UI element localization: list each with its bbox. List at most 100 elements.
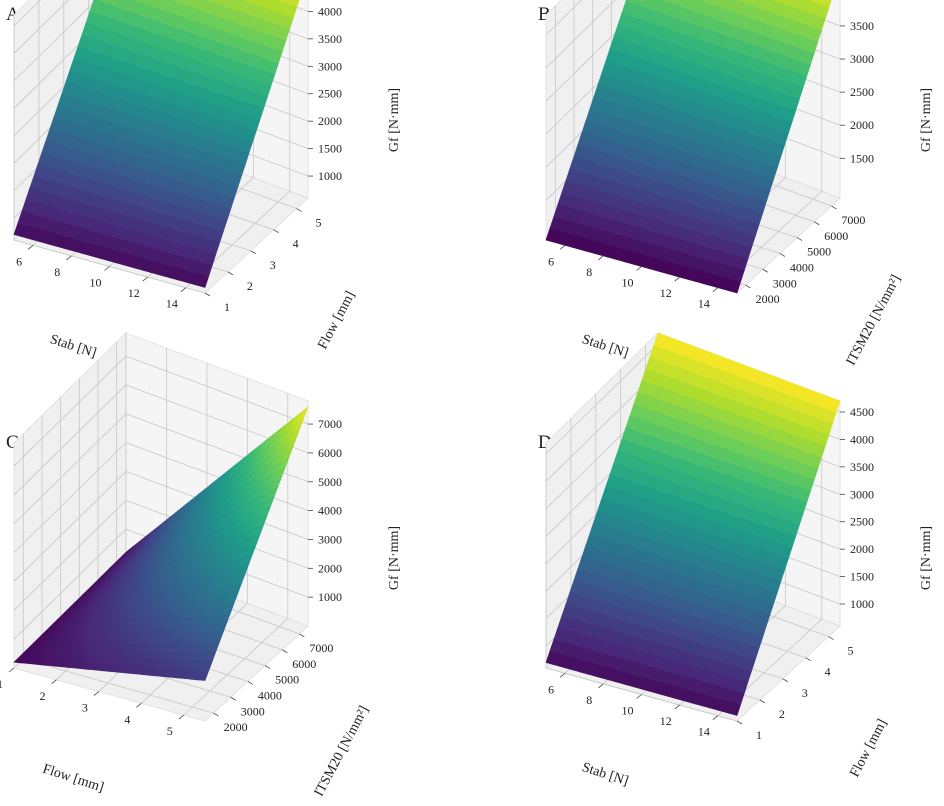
z-axis-label: Gf [N·mm]	[387, 88, 402, 152]
surface-cell	[638, 0, 649, 8]
surface-cell	[170, 0, 175, 2]
surface-cell	[742, 0, 752, 5]
surface-cell	[253, 0, 263, 7]
x-tick	[636, 266, 642, 271]
x-tick	[51, 679, 57, 685]
y-tick	[782, 678, 788, 683]
z-gridline	[545, 0, 616, 69]
y-axis-label: Flow [mm]	[315, 289, 358, 352]
y-axis-label: ITSM20 [N/mm²]	[312, 704, 372, 800]
surface-cell	[95, 0, 102, 2]
x-tick-label: 12	[660, 286, 672, 300]
x-tick-label: 12	[128, 286, 140, 300]
y-tick	[745, 284, 751, 289]
z-tick-label: 4000	[850, 432, 874, 446]
y-tick	[213, 712, 219, 717]
z-gridline	[13, 528, 127, 640]
y-tick-label: 6000	[292, 657, 316, 671]
z-tick-label: 1500	[850, 151, 874, 165]
z-tick-label: 2000	[318, 114, 342, 128]
surface-cell	[699, 0, 708, 3]
y-tick	[779, 253, 786, 257]
y-tick	[250, 250, 256, 255]
x-tick-label: 6	[548, 254, 554, 268]
surface-cell	[632, 0, 642, 6]
x-tick-label: 2	[39, 689, 45, 703]
z-tick-label: 7000	[318, 417, 342, 431]
z-gridline	[13, 413, 127, 525]
x-tick-label: 8	[54, 265, 60, 279]
surface-cell	[290, 0, 300, 8]
surface-cell	[193, 0, 205, 11]
x-tick	[27, 244, 34, 250]
surface-cell	[206, 0, 212, 2]
z-tick-label: 3500	[318, 32, 342, 46]
z-gridline	[125, 442, 309, 511]
z-tick-label: 5000	[318, 475, 342, 489]
surface-cell	[732, 0, 744, 15]
surface-cell	[137, 0, 146, 4]
surface-cell	[242, 0, 249, 2]
z-tick-label: 4500	[850, 405, 874, 419]
x-tick-label: 10	[622, 704, 634, 718]
z-tick-label: 3000	[318, 59, 342, 73]
y-tick-label: 6000	[824, 229, 848, 243]
x-tick	[636, 694, 642, 699]
surface-cell	[652, 0, 664, 13]
y-axis-label: ITSM20 [N/mm²]	[844, 273, 904, 369]
z-gridline	[13, 0, 69, 54]
z-gridline	[545, 0, 583, 36]
surface-cell	[625, 0, 634, 4]
y-tick-label: 2	[247, 279, 253, 293]
surface-cell	[688, 0, 700, 13]
surface-cell	[180, 0, 190, 7]
x-tick	[712, 287, 719, 293]
y-tick-label: 5	[316, 216, 322, 230]
y-tick	[828, 636, 834, 640]
surface-cell	[705, 0, 715, 5]
y-tick-label: 2	[779, 707, 785, 721]
y-tick	[247, 681, 254, 685]
x-axis-label: Stab [N]	[48, 332, 98, 361]
y-tick	[762, 268, 768, 273]
y-tick-label: 7000	[309, 641, 333, 655]
x-axis-label: Stab [N]	[580, 332, 630, 361]
y-tick-label: 3	[802, 686, 808, 700]
z-tick-label: 6000	[318, 446, 342, 460]
surface-cell	[809, 0, 818, 3]
x-tick-label: 3	[82, 701, 88, 715]
surface-cell	[266, 0, 278, 12]
surface-cell	[762, 0, 774, 12]
x-tick	[104, 266, 110, 271]
surface-cell	[695, 0, 707, 15]
surface-cell	[133, 0, 139, 2]
y-tick	[230, 696, 236, 701]
x-tick-label: 8	[586, 265, 592, 279]
surface-cell	[719, 0, 730, 10]
surface-cell	[297, 405, 309, 423]
z-gridline	[13, 471, 127, 582]
z-tick-label: 2500	[850, 515, 874, 529]
y-tick-label: 5000	[275, 673, 299, 687]
x-tick-label: 14	[698, 725, 710, 739]
surface-cell	[113, 0, 124, 9]
x-tick	[136, 703, 142, 708]
y-tick-label: 4	[825, 665, 831, 679]
z-tick-label: 4000	[318, 504, 342, 518]
y-tick-label: 2000	[756, 292, 780, 306]
surface-cell	[260, 0, 271, 9]
y-tick-label: 1	[224, 300, 230, 314]
surface-cell	[187, 0, 197, 9]
surface-cell	[815, 0, 825, 6]
x-tick	[598, 683, 604, 689]
y-tick	[814, 221, 820, 226]
y-tick	[204, 292, 211, 297]
surface-cell	[283, 0, 293, 5]
y-tick-label: 2000	[224, 720, 248, 734]
z-tick-label: 1000	[318, 169, 342, 183]
z-gridline	[13, 442, 127, 553]
y-tick	[273, 229, 279, 234]
z-tick-label: 1500	[318, 142, 342, 156]
z-tick-label: 1000	[318, 590, 342, 604]
